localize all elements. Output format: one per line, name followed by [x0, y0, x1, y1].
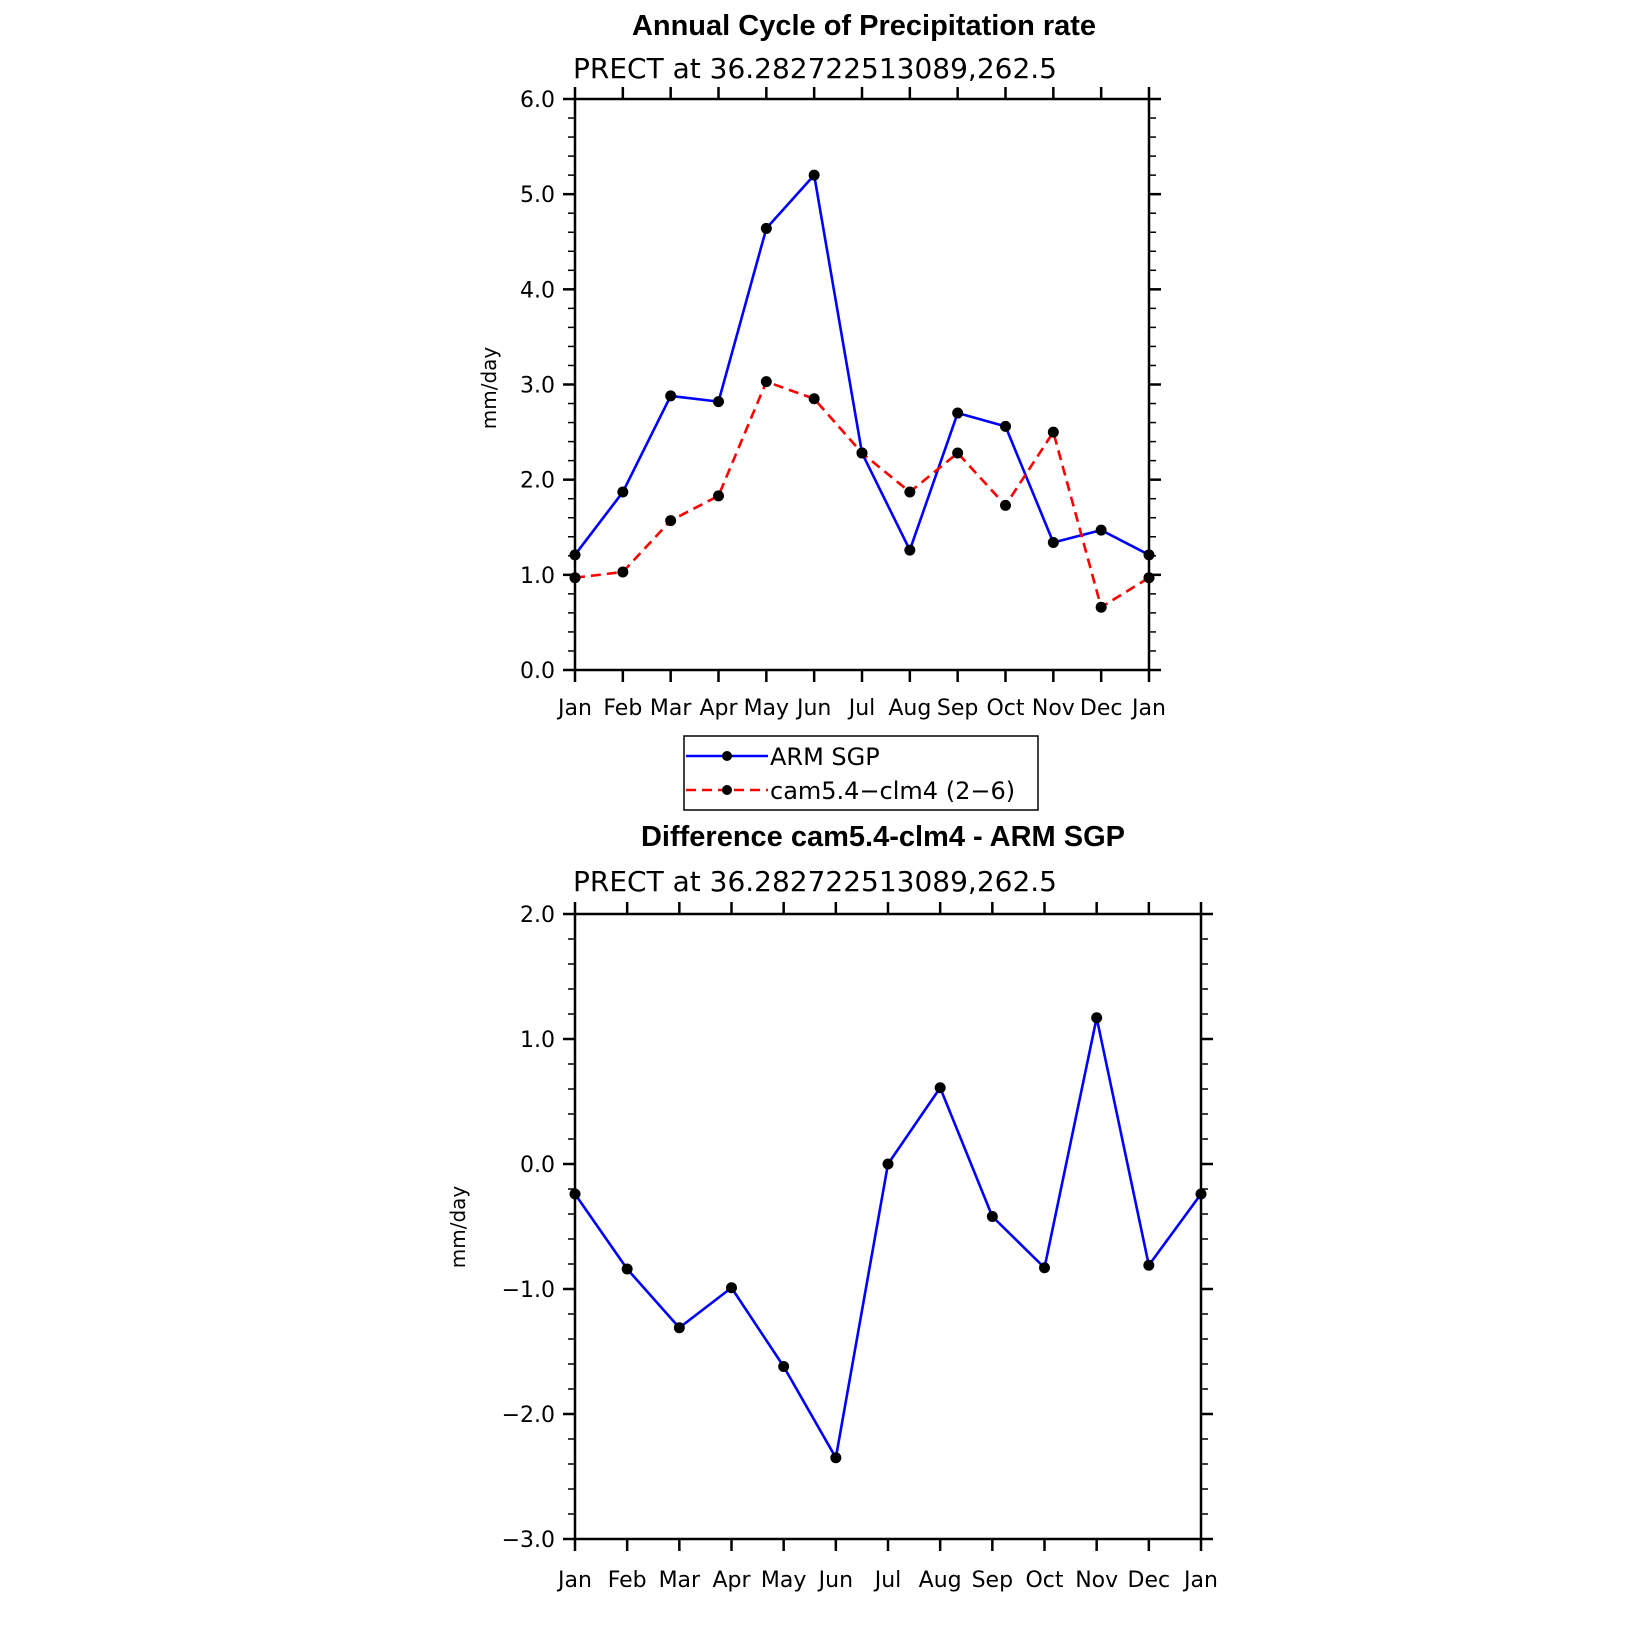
data-point — [856, 447, 868, 459]
x-tick-label: Apr — [699, 696, 738, 721]
y-tick-label: 1.0 — [520, 564, 555, 589]
data-point — [952, 407, 964, 419]
legend-label-arm-sgp: ARM SGP — [770, 743, 880, 771]
series-line-0 — [573, 1016, 1203, 1460]
data-point — [726, 1282, 737, 1294]
plot-frame — [573, 912, 1203, 1541]
x-tick-label: Aug — [888, 696, 931, 721]
y-tick-label: −2.0 — [502, 1403, 555, 1428]
legend-entry-arm-sgp: ARM SGP — [686, 743, 880, 771]
data-point — [1039, 1262, 1050, 1274]
legend-entry-cam: cam5.4−clm4 (2−6) — [686, 777, 1015, 805]
data-point — [665, 390, 677, 402]
x-tick-label: Dec — [1080, 696, 1123, 721]
y-tick-label: 0.0 — [520, 1153, 555, 1178]
x-tick-label: Jan — [556, 696, 592, 721]
x-tick-label: Dec — [1128, 1568, 1171, 1593]
data-point — [569, 1188, 581, 1200]
y-tick-label: 4.0 — [520, 278, 555, 303]
data-point — [673, 1322, 685, 1334]
data-point — [617, 486, 629, 498]
data-point — [882, 1158, 894, 1170]
series-line-0 — [573, 173, 1150, 557]
x-tick-label: Nov — [1032, 696, 1075, 721]
x-tick-label: Jul — [847, 696, 876, 721]
x-tick-label: Sep — [972, 1568, 1013, 1593]
y-tick-label: 6.0 — [520, 88, 555, 113]
x-tick-label: Sep — [937, 696, 978, 721]
data-point — [1143, 549, 1155, 561]
legend-label-cam: cam5.4−clm4 (2−6) — [770, 777, 1015, 805]
data-point — [904, 486, 916, 498]
data-point — [760, 376, 772, 388]
chart-title: Difference cam5.4-clm4 - ARM SGP — [641, 821, 1125, 853]
x-tick-label: Feb — [608, 1568, 647, 1593]
y-tick-label: 2.0 — [520, 903, 555, 928]
x-tick-label: Feb — [603, 696, 642, 721]
x-tick-label: May — [761, 1568, 806, 1593]
data-point — [934, 1082, 946, 1094]
data-point — [1095, 524, 1107, 536]
x-tick-label: Jan — [556, 1568, 592, 1593]
x-tick-label: Apr — [712, 1568, 751, 1593]
data-point — [808, 169, 820, 181]
y-axis-label: mm/day — [477, 347, 501, 430]
y-tick-label: −3.0 — [502, 1528, 555, 1553]
y-tick-label: 5.0 — [520, 183, 555, 208]
x-tick-label: Oct — [986, 696, 1024, 721]
difference-chart: Difference cam5.4-clm4 - ARM SGP PRECT a… — [446, 821, 1218, 1593]
data-point — [986, 1211, 998, 1222]
legend: ARM SGP cam5.4−clm4 (2−6) — [683, 735, 1039, 811]
y-tick-label: 2.0 — [520, 469, 555, 494]
data-point — [617, 566, 629, 578]
data-point — [569, 549, 581, 561]
data-point — [569, 572, 581, 584]
data-point — [665, 515, 677, 527]
chart-title: Annual Cycle of Precipitation rate — [632, 10, 1096, 42]
x-tick-label: Jul — [873, 1568, 902, 1593]
y-tick-label: 3.0 — [520, 374, 555, 399]
data-point — [1095, 601, 1107, 613]
data-point — [760, 222, 772, 234]
precip-annual-cycle-chart: Annual Cycle of Precipitation rate PRECT… — [477, 10, 1166, 721]
data-point — [1143, 572, 1155, 584]
data-point — [830, 1452, 842, 1464]
data-point — [1047, 536, 1059, 548]
y-tick-label: 0.0 — [520, 659, 555, 684]
data-point — [1047, 426, 1059, 438]
chart-subtitle: PRECT at 36.282722513089,262.5 — [573, 52, 1057, 85]
data-point — [1143, 1259, 1155, 1271]
legend-box — [683, 735, 1039, 811]
chart-subtitle: PRECT at 36.282722513089,262.5 — [573, 865, 1057, 898]
y-tick-label: 1.0 — [520, 1028, 555, 1053]
data-point — [713, 396, 724, 408]
data-point — [1091, 1012, 1103, 1024]
y-axis-label: mm/day — [446, 1186, 470, 1269]
data-point — [952, 447, 964, 459]
x-tick-label: Jun — [795, 696, 831, 721]
data-point — [621, 1263, 633, 1275]
data-point — [904, 544, 916, 556]
plot-frame — [573, 97, 1151, 672]
x-tick-label: Jun — [817, 1568, 853, 1593]
y-tick-label: −1.0 — [502, 1278, 555, 1303]
x-tick-label: Jan — [1130, 696, 1166, 721]
x-tick-label: Aug — [919, 1568, 962, 1593]
x-tick-label: May — [744, 696, 789, 721]
data-point — [713, 490, 724, 502]
data-point — [778, 1361, 790, 1372]
x-tick-label: Jan — [1182, 1568, 1218, 1593]
legend-marker-arm-sgp — [722, 751, 732, 761]
x-tick-label: Nov — [1075, 1568, 1118, 1593]
x-tick-label: Mar — [659, 1568, 701, 1593]
x-tick-label: Mar — [650, 696, 692, 721]
data-point — [808, 393, 820, 405]
data-point — [1000, 420, 1011, 432]
legend-marker-cam — [722, 785, 732, 795]
data-point — [1195, 1188, 1207, 1200]
x-tick-label: Oct — [1025, 1568, 1063, 1593]
data-point — [1000, 499, 1011, 511]
